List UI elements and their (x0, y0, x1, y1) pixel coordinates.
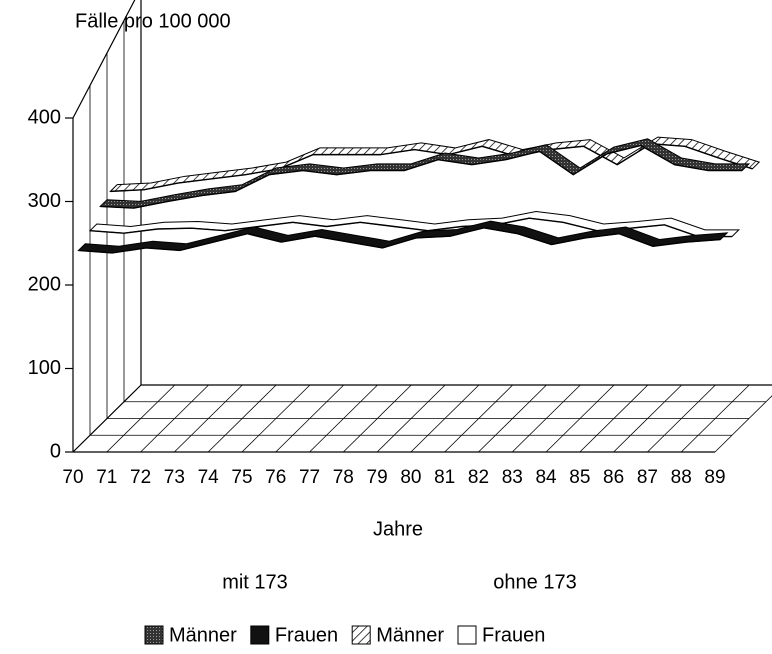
floor-grid (140, 384, 209, 453)
floor-grid (174, 384, 243, 453)
legend-label: Männer (169, 624, 237, 646)
x-tick-label: 76 (265, 467, 286, 488)
x-tick-label: 70 (62, 467, 83, 488)
x-tick-label: 83 (502, 467, 523, 488)
floor-grid (545, 384, 615, 453)
x-tick-label: 78 (333, 467, 354, 488)
floor-grid (72, 384, 142, 453)
x-tick-label: 71 (96, 467, 117, 488)
x-tick-label: 87 (637, 467, 658, 488)
legend-swatch (250, 625, 270, 645)
y-tick-label: 100 (28, 357, 61, 379)
y-tick-label: 300 (28, 190, 61, 212)
series-line (78, 227, 721, 254)
floor-grid (207, 384, 277, 453)
series-line (100, 144, 743, 209)
floor-grid (444, 384, 513, 453)
y-tick-label: 0 (50, 440, 61, 462)
legend-swatch (351, 625, 371, 645)
legend-label: Frauen (482, 624, 545, 646)
legend-label: Frauen (275, 624, 338, 646)
x-tick-label: 80 (400, 467, 421, 488)
floor-grid (579, 384, 649, 453)
floor-grid (680, 384, 750, 453)
x-tick-label: 84 (535, 467, 557, 488)
x-tick-label: 89 (704, 467, 725, 488)
x-tick-label: 86 (603, 467, 624, 488)
x-tick-label: 81 (434, 467, 455, 488)
floor-grid (613, 384, 682, 453)
x-tick-label: 77 (299, 467, 320, 488)
floor-grid (647, 384, 716, 453)
floor-grid (376, 384, 446, 453)
floor-grid (106, 384, 176, 453)
floor-grid (410, 384, 480, 453)
x-tick-label: 72 (130, 467, 151, 488)
legend-label: Männer (376, 624, 444, 646)
floor-grid (275, 384, 345, 453)
legend-swatch (457, 625, 477, 645)
x-tick-label: 75 (231, 467, 252, 488)
x-tick-label: 88 (671, 467, 692, 488)
x-tick-label: 74 (198, 467, 220, 488)
group-label: ohne 173 (493, 571, 576, 593)
x-tick-label: 79 (367, 467, 388, 488)
y-axis-label: Fälle pro 100 000 (75, 10, 231, 32)
floor-grid (343, 384, 412, 453)
group-label: mit 173 (222, 571, 288, 593)
floor-grid (478, 384, 547, 453)
y-tick-label: 200 (28, 273, 61, 295)
x-tick-label: 82 (468, 467, 489, 488)
floor-grid (309, 384, 378, 453)
x-axis-label: Jahre (373, 518, 423, 540)
legend-swatch (144, 625, 164, 645)
x-tick-label: 73 (164, 467, 185, 488)
floor-grid (241, 384, 311, 453)
x-tick-label: 85 (569, 467, 590, 488)
floor-grid (511, 384, 581, 453)
y-tick-label: 400 (28, 106, 61, 128)
